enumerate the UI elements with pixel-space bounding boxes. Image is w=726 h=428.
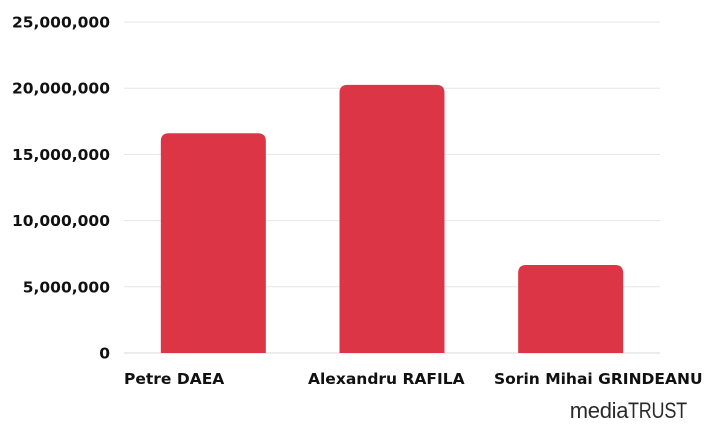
- y-tick-label: 10,000,000: [12, 212, 110, 230]
- bar-3: [518, 264, 624, 353]
- bar-2: [339, 84, 445, 353]
- mediatrust-logo: mediaTRUST: [570, 398, 700, 424]
- x-category-label: Alexandru RAFILA: [308, 370, 465, 388]
- y-tick-label: 0: [99, 345, 110, 363]
- y-tick-label: 15,000,000: [12, 146, 110, 164]
- y-tick-label: 25,000,000: [12, 14, 110, 32]
- y-tick-label: 5,000,000: [23, 278, 110, 296]
- y-tick-label: 20,000,000: [12, 80, 110, 98]
- logo-prefix: media: [569, 398, 629, 423]
- logo-suffix: TRUST: [628, 398, 688, 423]
- x-category-label: Sorin Mihai GRINDEANU: [494, 370, 703, 388]
- x-category-label: Petre DAEA: [124, 370, 224, 388]
- bar-1: [160, 133, 266, 353]
